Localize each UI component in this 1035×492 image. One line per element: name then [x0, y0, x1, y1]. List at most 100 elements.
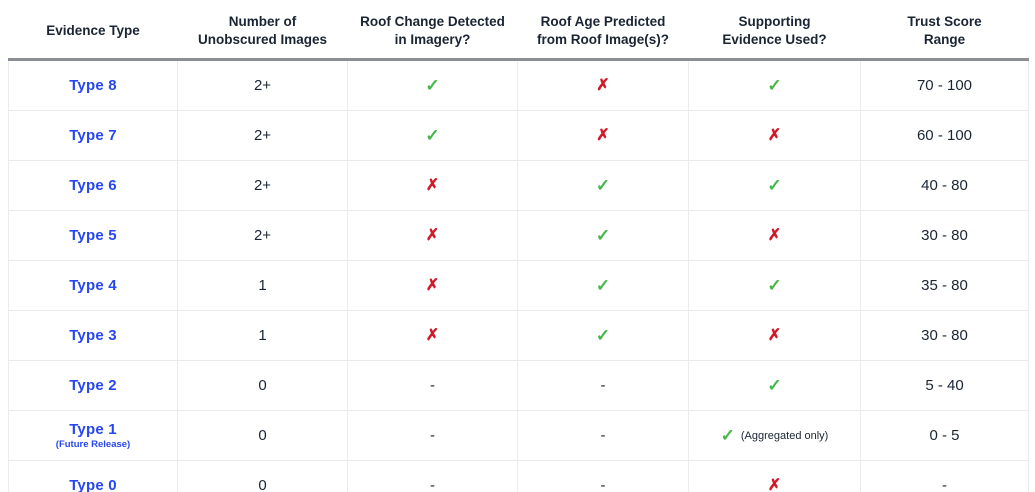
trust-score-value: 70 - 100 [916, 77, 973, 94]
evidence-type-cell: Type 2 [8, 360, 178, 411]
check-mark-icon: ✓ [595, 175, 611, 195]
table-row: Type 8 2+ ✓ ✗ ✓ 70 - 100 [8, 59, 1029, 111]
unobscured-images-cell: 2+ [177, 110, 348, 161]
evidence-type-cell: Type 8 [8, 59, 178, 111]
column-header-unobscured-images: Number of Unobscured Images [177, 4, 348, 61]
check-mark-icon: ✓ [720, 425, 735, 445]
check-mark-icon: ✓ [425, 75, 440, 95]
column-header-text: from Roof Image(s)? [536, 32, 669, 47]
unobscured-images-cell: 2+ [177, 160, 348, 211]
unobscured-images-cell: 0 [177, 410, 348, 461]
table-body: Type 8 2+ ✓ ✗ ✓ 70 - 100 Type 7 2+ ✓ ✗ ✗ 60 - 100 Ty… [8, 59, 1029, 492]
table-header: Evidence Type Number of Unobscured Images R… [8, 4, 1029, 61]
trust-score-value: - [942, 477, 947, 492]
evidence-type-cell: Type 0 [8, 460, 178, 492]
evidence-type-cell: Type 4 [8, 260, 178, 311]
column-header-text: Range [923, 32, 966, 47]
type-link[interactable]: Type 8 [69, 77, 117, 94]
trust-score-cell: 0 - 5 [860, 410, 1029, 461]
dash-mark-icon: - [600, 377, 606, 394]
type-link[interactable]: Type 4 [69, 277, 117, 294]
type-link[interactable]: Type 5 [69, 227, 117, 244]
trust-score-cell: 30 - 80 [860, 310, 1029, 361]
trust-score-value: 35 - 80 [921, 277, 968, 294]
supporting-evidence-note: (Aggregated only) [740, 429, 829, 442]
unobscured-images-value: 0 [258, 427, 267, 444]
trust-score-value: 40 - 80 [921, 177, 968, 194]
column-header-text: Roof Change Detected [360, 14, 505, 30]
column-header-text: Roof Age Predicted [540, 14, 666, 30]
column-header-text: Supporting [738, 14, 811, 30]
trust-score-value: 30 - 80 [921, 327, 968, 344]
unobscured-images-cell: 2+ [177, 210, 348, 261]
unobscured-images-cell: 1 [177, 260, 348, 311]
trust-score-cell: 5 - 40 [860, 360, 1029, 411]
unobscured-images-cell: 0 [177, 360, 348, 411]
type-sublabel: (Future Release) [55, 439, 131, 450]
dash-mark-icon: - [600, 427, 606, 444]
table-row: Type 3 1 ✗ ✓ ✗ 30 - 80 [8, 310, 1029, 361]
supporting-evidence-cell: ✓ [688, 360, 861, 411]
roof-age-cell: - [517, 460, 689, 492]
trust-score-value: 30 - 80 [921, 227, 968, 244]
cross-mark-icon: ✗ [425, 277, 440, 294]
column-header-roof-age: Roof Age Predicted from Roof Image(s)? [517, 4, 689, 61]
roof-age-cell: - [517, 410, 689, 461]
unobscured-images-value: 2+ [253, 227, 272, 244]
type-link[interactable]: Type 0 [69, 477, 117, 492]
trust-score-cell: 35 - 80 [860, 260, 1029, 311]
supporting-evidence-cell: ✗ [688, 210, 861, 261]
roof-change-cell: ✗ [347, 310, 518, 361]
trust-score-cell: 70 - 100 [860, 59, 1029, 111]
trust-score-cell: 30 - 80 [860, 210, 1029, 261]
column-header-text: Evidence Type [46, 23, 140, 39]
unobscured-images-cell: 2+ [177, 59, 348, 111]
check-mark-icon: ✓ [595, 225, 611, 245]
trust-score-value: 60 - 100 [916, 127, 973, 144]
unobscured-images-value: 1 [258, 327, 267, 344]
type-link[interactable]: Type 7 [69, 127, 117, 144]
unobscured-images-cell: 0 [177, 460, 348, 492]
check-mark-icon: ✓ [767, 175, 782, 195]
cross-mark-icon: ✗ [596, 127, 610, 144]
cross-mark-icon: ✗ [425, 177, 440, 194]
unobscured-images-value: 2+ [253, 127, 272, 144]
cross-mark-icon: ✗ [767, 327, 782, 344]
check-mark-icon: ✓ [425, 125, 440, 145]
column-header-text: in Imagery? [394, 32, 471, 47]
type-link[interactable]: Type 1 [69, 421, 117, 438]
trust-score-value: 0 - 5 [929, 427, 960, 444]
check-mark-icon: ✓ [595, 325, 611, 345]
type-link[interactable]: Type 3 [69, 327, 117, 344]
roof-age-cell: ✓ [517, 210, 689, 261]
supporting-evidence-cell: ✗ [688, 110, 861, 161]
dash-mark-icon: - [430, 427, 435, 444]
roof-age-cell: ✗ [517, 59, 689, 111]
check-mark-icon: ✓ [767, 275, 782, 295]
table-row: Type 2 0 - - ✓ 5 - 40 [8, 360, 1029, 411]
roof-change-cell: - [347, 360, 518, 411]
evidence-type-cell: Type 6 [8, 160, 178, 211]
column-header-evidence-type: Evidence Type [8, 4, 178, 61]
roof-age-cell: ✓ [517, 310, 689, 361]
unobscured-images-value: 0 [258, 377, 267, 394]
supporting-evidence-cell: ✗ [688, 460, 861, 492]
trust-score-cell: 60 - 100 [860, 110, 1029, 161]
roof-change-cell: ✗ [347, 260, 518, 311]
evidence-type-cell: Type 1 (Future Release) [8, 410, 178, 461]
dash-mark-icon: - [430, 477, 435, 492]
column-header-supporting-evidence: Supporting Evidence Used? [688, 4, 861, 61]
cross-mark-icon: ✗ [596, 77, 610, 94]
trust-score-value: 5 - 40 [925, 377, 964, 394]
type-link[interactable]: Type 6 [69, 177, 117, 194]
check-mark-icon: ✓ [595, 275, 611, 295]
unobscured-images-cell: 1 [177, 310, 348, 361]
cross-mark-icon: ✗ [425, 227, 440, 244]
unobscured-images-value: 0 [258, 477, 267, 492]
supporting-evidence-cell: ✓ [688, 160, 861, 211]
type-link[interactable]: Type 2 [69, 377, 117, 394]
roof-age-cell: ✗ [517, 110, 689, 161]
supporting-evidence-cell: ✓ [688, 260, 861, 311]
roof-age-cell: ✓ [517, 260, 689, 311]
roof-age-cell: - [517, 360, 689, 411]
